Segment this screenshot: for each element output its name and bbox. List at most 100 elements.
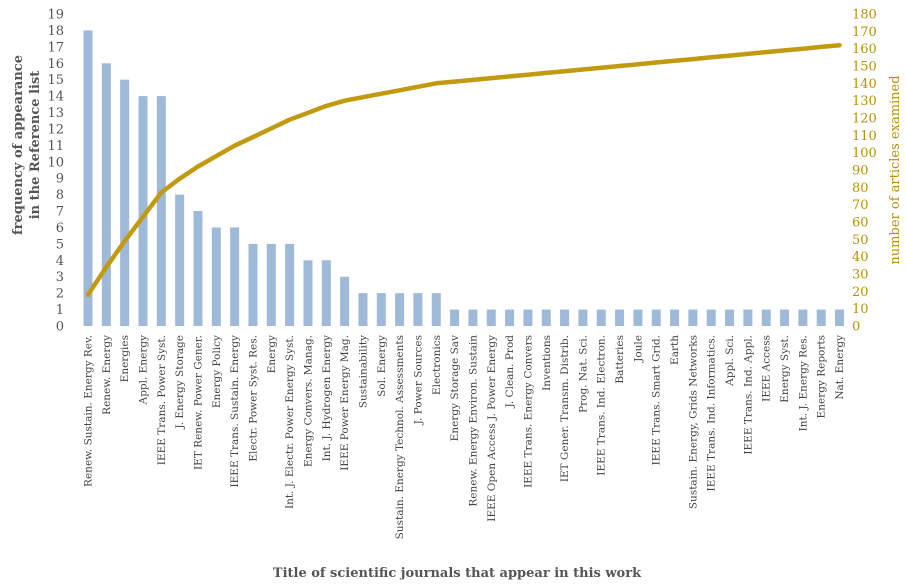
bar xyxy=(835,309,845,326)
left-tick-label: 12 xyxy=(47,122,64,137)
category-label: Energy xyxy=(266,335,278,373)
category-label: IEEE Trans. Sustain. Energy xyxy=(229,335,241,488)
right-tick-label: 170 xyxy=(852,25,877,40)
category-labels: Renew. Sustain. Energy Rev. Renew. Energy… xyxy=(83,335,847,540)
left-tick-label: 18 xyxy=(47,24,64,39)
bar xyxy=(230,227,240,326)
bar xyxy=(266,243,276,326)
bar xyxy=(413,293,423,326)
category-label: IEEE Trans. Energy Convers xyxy=(522,335,534,488)
bar xyxy=(688,309,698,326)
category-label: IEEE Trans. Ind. Informatics. xyxy=(706,335,718,491)
category-label: Earth xyxy=(669,335,681,365)
left-tick-label: 3 xyxy=(56,270,64,285)
left-tick-label: 8 xyxy=(56,188,64,203)
bar xyxy=(615,309,625,326)
left-tick-label: 7 xyxy=(56,205,64,220)
bar xyxy=(560,309,570,326)
bar xyxy=(468,309,478,326)
left-tick-label: 13 xyxy=(47,106,64,121)
bar xyxy=(633,309,643,326)
right-tick-label: 70 xyxy=(852,198,869,213)
left-tick-label: 0 xyxy=(56,320,64,335)
right-tick-label: 0 xyxy=(852,320,860,335)
bar xyxy=(376,293,386,326)
category-label: Electr. Power Syst. Res. xyxy=(248,335,260,462)
bar xyxy=(83,30,93,327)
right-tick-label: 130 xyxy=(852,94,877,109)
category-label: Energy Syst. xyxy=(779,335,791,403)
category-label: Int. J. Hydrogen Energy xyxy=(321,335,333,461)
left-tick-label: 14 xyxy=(47,90,64,105)
right-tick-label: 180 xyxy=(852,8,877,23)
bar xyxy=(743,309,753,326)
bar xyxy=(138,96,148,327)
category-label: IET Renew. Power Gener. xyxy=(193,335,205,470)
bar xyxy=(725,309,735,326)
category-label: Energy Policy xyxy=(211,335,223,408)
category-label: Appl. Sci. xyxy=(724,335,736,387)
bar xyxy=(505,309,515,326)
bar xyxy=(395,293,405,326)
left-tick-label: 9 xyxy=(56,172,64,187)
category-label: Prog. Nat. Sci. xyxy=(577,335,589,413)
bar-series xyxy=(83,30,845,327)
right-tick-label: 140 xyxy=(852,77,877,92)
left-tick-label: 16 xyxy=(47,57,64,72)
right-tick-label: 150 xyxy=(852,60,877,75)
bar xyxy=(523,309,533,326)
category-label: IEEE Access xyxy=(761,335,773,402)
left-tick-label: 10 xyxy=(47,155,64,170)
right-tick-label: 100 xyxy=(852,146,877,161)
bar xyxy=(596,309,606,326)
category-label: Energies xyxy=(119,335,131,382)
bar xyxy=(248,243,258,326)
category-label: Sol. Energy xyxy=(376,335,388,397)
category-label: IEEE Trans. Ind. Electron. xyxy=(596,335,608,476)
left-tick-label: 5 xyxy=(56,237,64,252)
category-label: Batteries xyxy=(614,335,626,384)
category-label: J. Power Sources xyxy=(412,335,424,425)
bar xyxy=(706,309,716,326)
right-tick-label: 120 xyxy=(852,112,877,127)
category-label: Sustain. Energy Technol. Assessments xyxy=(394,335,406,539)
bar xyxy=(120,79,130,327)
bar xyxy=(780,309,790,326)
right-tick-label: 20 xyxy=(852,285,869,300)
category-label: Int. J. Electr. Power Energy Syst. xyxy=(284,335,296,509)
category-label: IEEE Trans. Smart Grid. xyxy=(651,335,663,465)
bar xyxy=(761,309,771,326)
bar xyxy=(156,96,166,327)
category-label: IET Gener. Transm. Distrib. xyxy=(559,335,571,482)
y-axis-title-left: frequency of appearance in the Reference … xyxy=(11,55,43,235)
category-label: J. Clean. Prod xyxy=(504,335,516,409)
bar xyxy=(816,309,826,326)
left-tick-label: 15 xyxy=(47,73,64,88)
category-label: IEEE Power Energy Mag. xyxy=(339,335,351,471)
right-tick-label: 160 xyxy=(852,42,877,57)
left-tick-label: 17 xyxy=(47,40,64,55)
y-axis-title-right: number of articles examined xyxy=(888,75,903,264)
bar xyxy=(651,309,661,326)
bar xyxy=(431,293,441,326)
category-label: Energy Convers. Manag. xyxy=(303,335,315,467)
bar xyxy=(340,276,350,326)
bar xyxy=(670,309,680,326)
bar xyxy=(486,309,496,326)
right-tick-label: 40 xyxy=(852,250,869,265)
category-label: J. Energy Storage xyxy=(174,335,186,430)
right-tick-label: 10 xyxy=(852,302,869,317)
bar xyxy=(578,309,588,326)
category-label: Energy Storage Sav xyxy=(449,335,461,441)
category-label: Renew. Energy Environ. Sustain xyxy=(467,335,479,507)
right-tick-label: 50 xyxy=(852,233,869,248)
bar xyxy=(358,293,368,326)
bar xyxy=(175,194,185,326)
right-tick-label: 60 xyxy=(852,216,869,231)
bar xyxy=(450,309,460,326)
category-label: Sustainability xyxy=(357,335,369,408)
bar xyxy=(285,243,295,326)
left-tick-label: 19 xyxy=(47,8,64,23)
